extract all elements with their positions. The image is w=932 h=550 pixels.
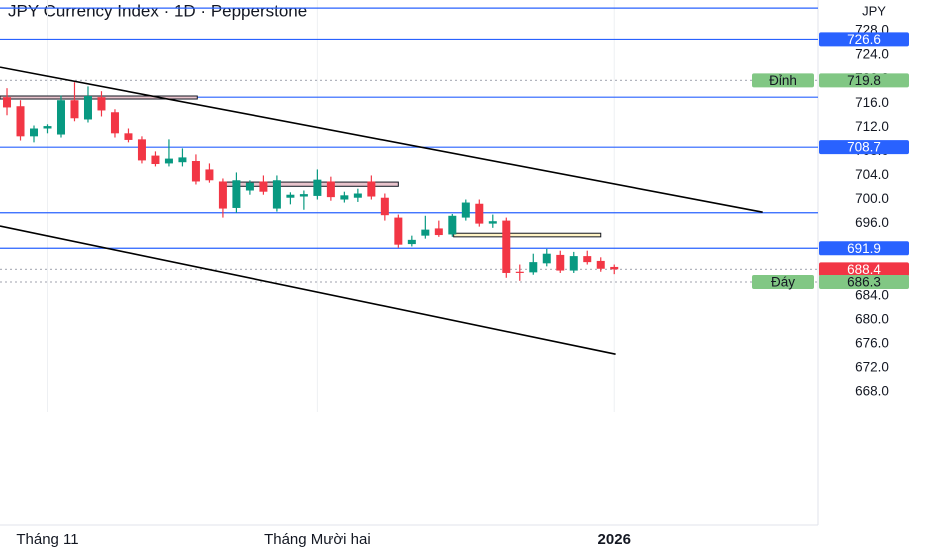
candle-body: [245, 182, 254, 191]
price-badge-label: 708.7: [847, 140, 881, 155]
candle-body: [191, 161, 200, 182]
y-tick-label: 716.0: [855, 95, 889, 110]
candle-body: [515, 271, 524, 273]
price-badge-label: 688.4: [847, 262, 881, 277]
candle-body: [380, 197, 389, 216]
candle-body: [151, 155, 160, 165]
candle-body: [110, 112, 119, 134]
candle-body: [542, 253, 551, 264]
unit-label: JPY: [862, 3, 886, 18]
candle-body: [97, 97, 106, 111]
y-tick-label: 680.0: [855, 311, 889, 326]
candle-body: [596, 260, 605, 269]
price-badge-label: 691.9: [847, 241, 881, 256]
candle-body: [299, 194, 308, 197]
y-tick-label: 700.0: [855, 191, 889, 206]
y-tick-label: 672.0: [855, 360, 889, 375]
y-tick-label: 704.0: [855, 167, 889, 182]
y-tick-label: 724.0: [855, 47, 889, 62]
x-tick-label: Tháng 11: [16, 531, 78, 548]
trend-line: [0, 66, 763, 213]
candle-body: [353, 193, 362, 198]
price-badge: [819, 241, 909, 256]
range-zone: [453, 232, 602, 238]
x-tick-label: 2026: [598, 531, 631, 548]
candle-body: [556, 254, 565, 271]
candle-body: [529, 262, 538, 273]
price-badge-label: 719.8: [847, 73, 881, 88]
candle-body: [272, 180, 281, 209]
candle-body: [205, 169, 214, 181]
price-badge-label: 726.6: [847, 32, 881, 47]
y-tick-label: 668.0: [855, 384, 889, 399]
price-badge: [819, 73, 909, 88]
candle-body: [421, 229, 430, 236]
candle-body: [218, 181, 227, 209]
candle-body: [448, 215, 457, 235]
price-badge-label: 686.3: [847, 275, 881, 290]
candle-body: [340, 195, 349, 200]
price-badge: [819, 32, 909, 47]
candle-body: [30, 128, 39, 137]
candle-body: [178, 157, 187, 163]
level-name: Đỉnh: [769, 73, 797, 88]
candle-body: [56, 100, 65, 135]
candle-body: [286, 194, 295, 198]
y-tick-label: 712.0: [855, 119, 889, 134]
price-badge: [819, 274, 909, 289]
candle-body: [475, 203, 484, 224]
candle-body: [70, 100, 79, 119]
candle-body: [461, 202, 470, 218]
candle-body: [16, 106, 25, 137]
candle-body: [407, 239, 416, 245]
candle-body: [610, 266, 619, 270]
candle-body: [502, 220, 511, 273]
level-name-badge: [752, 73, 814, 88]
price-badge: [819, 140, 909, 155]
candle-body: [434, 228, 443, 236]
candle-body: [313, 179, 322, 196]
candle-body: [367, 181, 376, 197]
candle-body: [137, 139, 146, 161]
candle-body: [583, 256, 592, 263]
candle-body: [259, 181, 268, 192]
candle-body: [164, 158, 173, 164]
chart-title: JPY Currency Index · 1D · Pepperstone: [8, 1, 307, 20]
y-tick-label: 684.0: [855, 287, 889, 302]
candle-body: [326, 181, 335, 198]
y-tick-label: 696.0: [855, 215, 889, 230]
candle-body: [124, 133, 133, 140]
candle-body: [43, 126, 52, 129]
level-name: Đáy: [771, 275, 795, 290]
level-name-badge: [752, 274, 814, 289]
candle-body: [83, 96, 92, 120]
x-tick-label: Tháng Mười hai: [264, 531, 371, 548]
candle-body: [232, 180, 241, 208]
candle-body: [3, 97, 12, 108]
candle-body: [488, 221, 497, 224]
trend-line: [0, 225, 616, 356]
price-badge: [819, 262, 909, 277]
candle-body: [569, 256, 578, 271]
candle-body: [394, 217, 403, 245]
y-tick-label: 676.0: [855, 336, 889, 351]
